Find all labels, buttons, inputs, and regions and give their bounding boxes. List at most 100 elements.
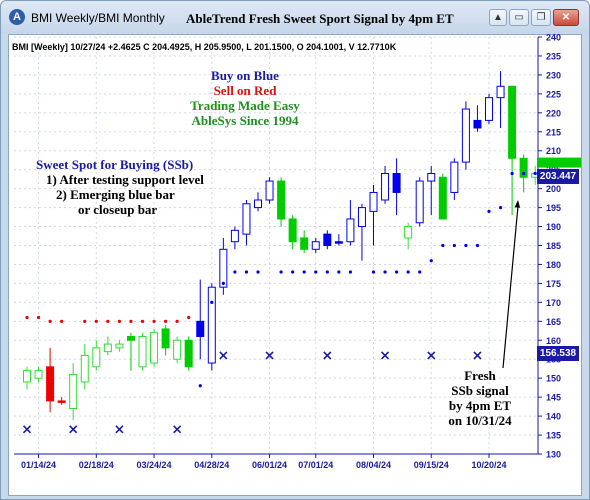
y-tick-label: 165: [546, 317, 561, 327]
y-tick-label: 195: [546, 203, 561, 213]
stop-price-badge: 156.538: [537, 346, 579, 362]
close-button[interactable]: ✕: [553, 9, 579, 26]
chart-title: AbleTrend Fresh Sweet Sport Signal by 4p…: [186, 11, 454, 26]
minimize-button[interactable]: ▭: [509, 9, 529, 26]
x-tick-label: 01/14/24: [21, 460, 56, 470]
resistance-dot: [36, 315, 41, 320]
support-dot: [452, 243, 456, 248]
resistance-dot: [25, 315, 29, 320]
sweet-spot-line-1: 1) After testing support level: [46, 172, 204, 187]
candle-body: [184, 339, 193, 368]
candle-body: [357, 207, 366, 228]
resistance-dot: [164, 319, 168, 323]
cross-marker: [380, 351, 390, 360]
resistance-dot: [94, 319, 98, 323]
candle-body: [323, 233, 332, 247]
y-tick-label: 130: [546, 450, 561, 460]
y-tick-label: 145: [546, 393, 561, 403]
sweet-spot-line-3: or closeup bar: [78, 202, 158, 217]
fresh-line-3: by 4pm ET: [448, 398, 512, 413]
sweet-spot-title: Sweet Spot for Buying (SSb): [36, 157, 194, 172]
support-dot: [383, 270, 387, 274]
close-icon: ✕: [561, 12, 571, 23]
x-tick-label: 04/28/24: [194, 460, 229, 470]
candle-body: [173, 339, 182, 360]
y-tick-label: 180: [546, 260, 561, 270]
support-dot: [244, 270, 249, 274]
resistance-dot: [140, 319, 145, 323]
candle-body: [438, 176, 447, 220]
support-dot: [210, 300, 214, 304]
y-tick-label: 190: [546, 222, 561, 232]
support-dot: [325, 270, 329, 274]
candle-body: [80, 354, 89, 383]
resistance-dot: [60, 319, 64, 323]
candle-body: [34, 370, 43, 379]
candle-body: [450, 161, 459, 193]
fresh-line-4: on 10/31/24: [448, 413, 512, 428]
resistance-dot: [187, 315, 191, 320]
support-dot: [464, 243, 468, 248]
y-tick-label: 185: [546, 241, 561, 251]
candle-body: [150, 332, 159, 364]
candle-body: [219, 248, 228, 288]
cross-marker: [115, 425, 124, 434]
fresh-line-1: Fresh: [464, 368, 496, 383]
x-tick-label: 10/20/24: [471, 460, 506, 470]
resistance-dot: [175, 319, 179, 323]
y-tick-label: 225: [546, 89, 561, 99]
collapse-button[interactable]: ▲: [489, 9, 507, 26]
candle-body: [519, 157, 528, 178]
candle-body: [138, 335, 147, 368]
support-dot: [337, 270, 341, 274]
y-tick-label: 220: [546, 108, 561, 118]
resistance-dot: [106, 319, 110, 323]
cross-marker: [427, 351, 436, 360]
y-tick-label: 235: [546, 51, 561, 61]
x-tick-label: 06/01/24: [252, 460, 287, 470]
y-tick-label: 170: [546, 298, 561, 308]
candle-body: [57, 400, 66, 403]
candle-body: [496, 85, 505, 99]
y-tick-label: 215: [546, 127, 561, 137]
candle-body: [126, 335, 135, 341]
support-dot: [475, 243, 480, 248]
collapse-icon: ▲: [493, 12, 503, 23]
candle-body: [46, 366, 55, 402]
cross-marker: [173, 425, 182, 434]
x-tick-label: 03/24/24: [137, 460, 172, 470]
candle-body: [300, 237, 309, 250]
y-tick-label: 175: [546, 279, 561, 289]
candle-body: [311, 241, 320, 250]
candle-body: [103, 343, 112, 353]
support-dot: [348, 270, 352, 274]
resistance-dot: [152, 319, 156, 323]
candle-body: [404, 226, 413, 239]
y-tick-label: 200: [546, 184, 561, 194]
candle-body: [334, 241, 343, 244]
legend-company: AbleSys Since 1994: [191, 113, 299, 128]
support-dot: [233, 270, 237, 274]
x-tick-label: 07/01/24: [298, 460, 333, 470]
candle-body: [288, 218, 297, 243]
maximize-button[interactable]: ❐: [531, 9, 551, 26]
candle-body: [230, 229, 239, 243]
cross-marker: [22, 425, 32, 434]
cross-marker: [473, 351, 482, 360]
resistance-dot: [129, 319, 133, 323]
support-dot: [418, 270, 422, 274]
legend: Buy on Blue Sell on Red Trading Made Eas…: [170, 68, 320, 128]
current-price-band: [537, 157, 581, 168]
resistance-dot: [48, 319, 52, 323]
cross-marker: [69, 425, 78, 434]
signal-arrow-line: [502, 205, 519, 369]
x-tick-label: 09/15/24: [414, 460, 449, 470]
title-bar[interactable]: A BMI Weekly/BMI Monthly AbleTrend Fresh…: [1, 1, 589, 33]
resistance-dot: [83, 319, 87, 323]
y-tick-label: 240: [546, 33, 561, 43]
y-tick-label: 140: [546, 412, 561, 422]
candle-body: [427, 172, 436, 182]
fresh-signal-note: Fresh SSb signal by 4pm ET on 10/31/24: [440, 368, 520, 428]
resistance-dot: [117, 319, 121, 323]
